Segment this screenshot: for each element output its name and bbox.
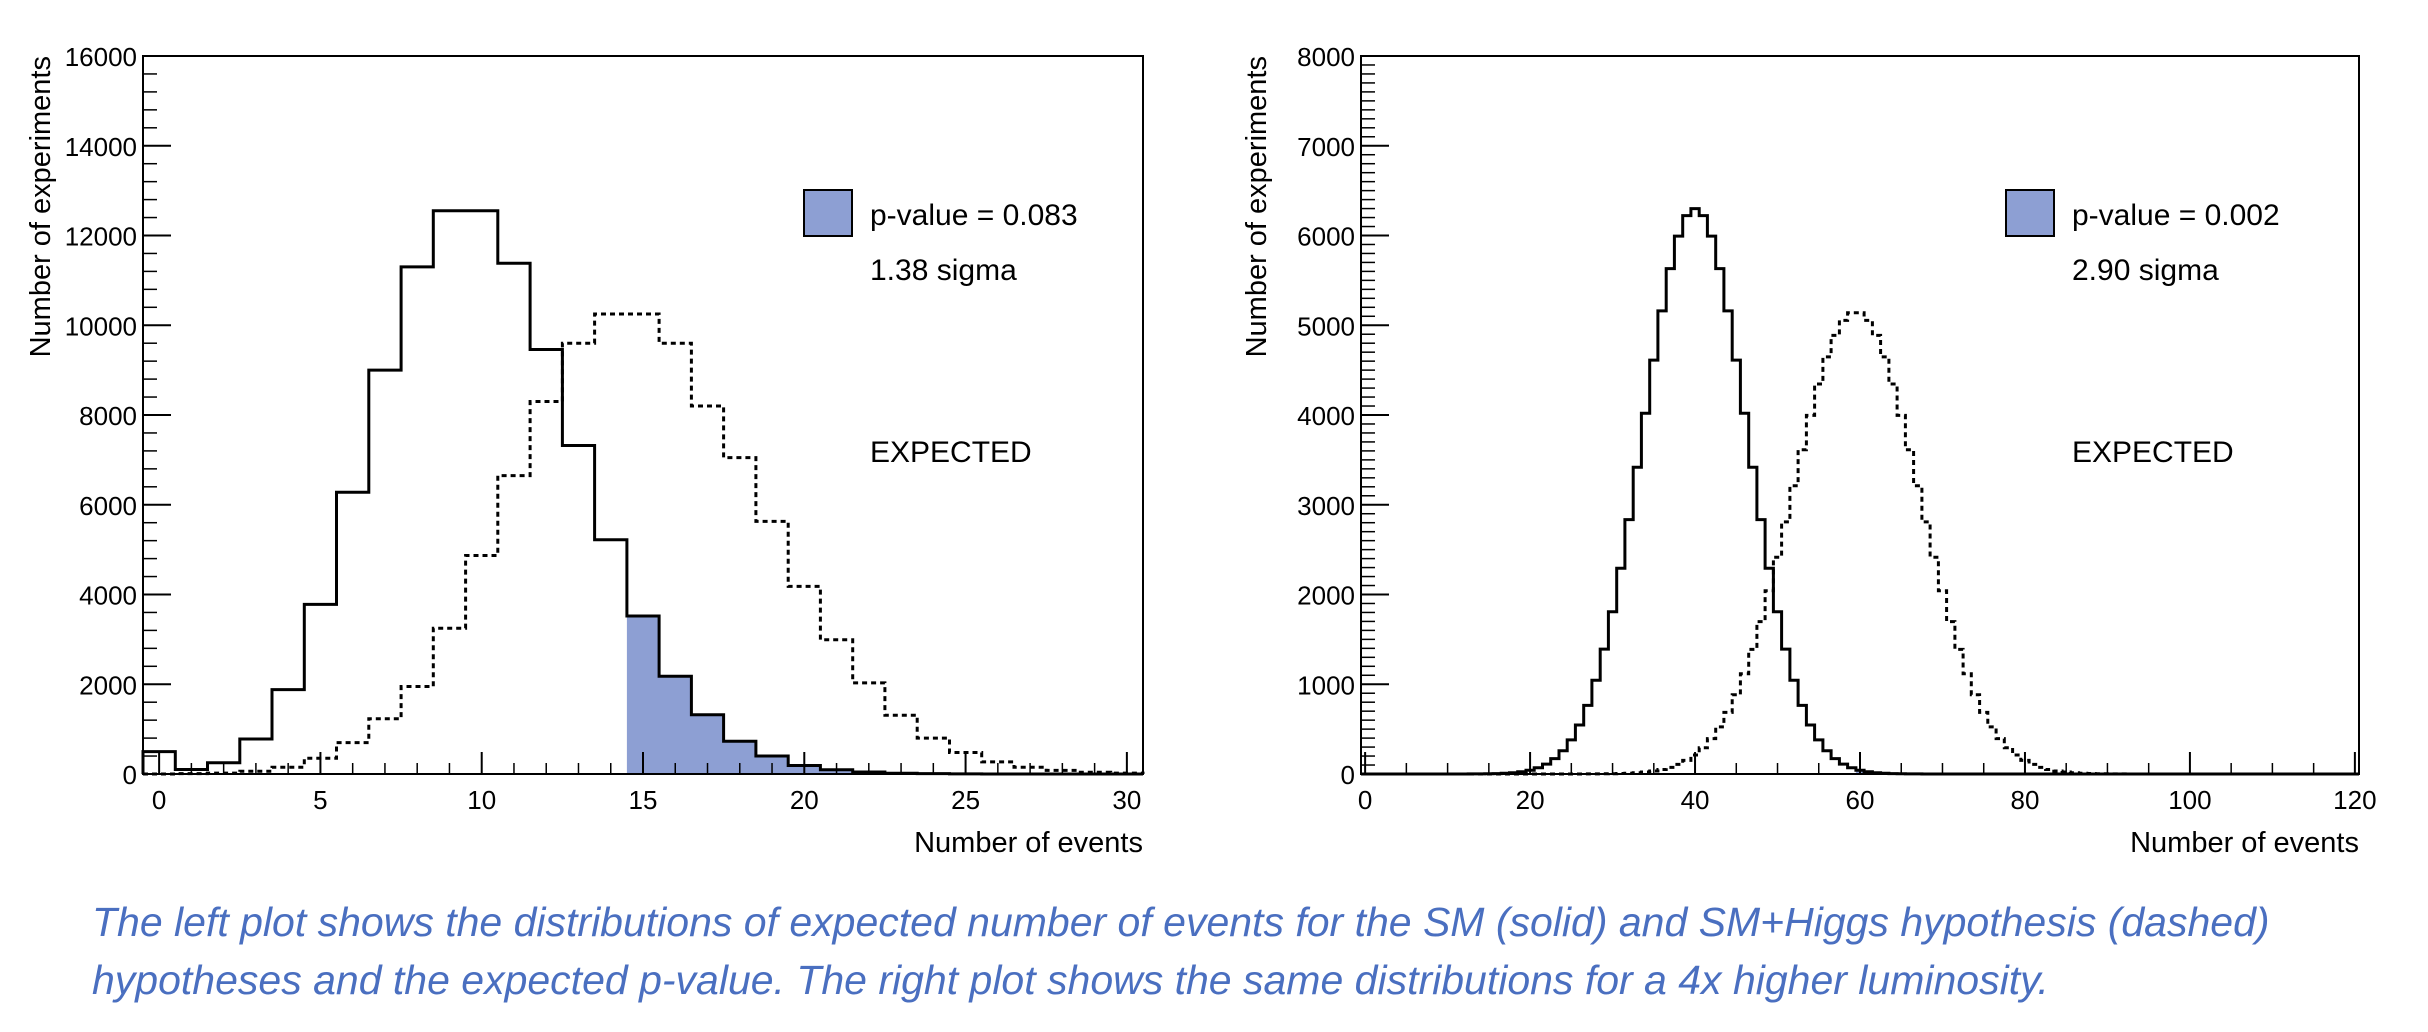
y-tick-label: 2000 [79, 670, 137, 700]
legend-sigma-label: 1.38 sigma [870, 254, 1017, 287]
x-tick-label: 0 [1358, 785, 1372, 815]
expected-annotation: EXPECTED [870, 436, 1032, 469]
y-axis-label: Number of experiments [25, 56, 57, 357]
caption-line-1: The left plot shows the distributions of… [92, 899, 2270, 945]
y-tick-label: 8000 [79, 401, 137, 431]
x-axis-label: Number of events [914, 827, 1143, 859]
y-tick-label: 12000 [65, 222, 137, 252]
y-tick-label: 7000 [1297, 132, 1355, 162]
y-tick-label: 0 [123, 760, 137, 790]
legend-pvalue-label: p-value = 0.002 [2072, 199, 2280, 232]
x-tick-label: 25 [951, 785, 980, 815]
x-tick-label: 30 [1112, 785, 1141, 815]
plot-frame [1360, 55, 2360, 775]
y-tick-label: 16000 [65, 42, 137, 72]
caption-line-2: hypotheses and the expected p-value. The… [92, 957, 2049, 1003]
x-tick-label: 0 [152, 785, 166, 815]
x-tick-label: 120 [2333, 785, 2376, 815]
x-tick-label: 80 [2010, 785, 2039, 815]
y-tick-label: 10000 [65, 311, 137, 341]
sm-higgs-histogram-line [1361, 311, 2359, 776]
sm-histogram-line [1361, 207, 2359, 776]
y-tick-label: 1000 [1297, 670, 1355, 700]
x-tick-label: 60 [1846, 785, 1875, 815]
sm-higgs-histogram-line [143, 312, 1145, 776]
y-tick-label: 8000 [1297, 42, 1355, 72]
x-tick-label: 20 [1516, 785, 1545, 815]
x-tick-label: 100 [2168, 785, 2211, 815]
y-tick-label: 6000 [1297, 222, 1355, 252]
x-tick-label: 10 [467, 785, 496, 815]
y-tick-label: 0 [1341, 760, 1355, 790]
x-axis-label: Number of events [2130, 827, 2359, 859]
x-tick-label: 5 [313, 785, 327, 815]
left-plot: 0 2000 4000 6000 8000 10000 12000 14000 16000 0 5 1… [25, 42, 1145, 859]
x-tick-label: 15 [629, 785, 658, 815]
y-tick-label: 6000 [79, 491, 137, 521]
legend-swatch [2005, 189, 2055, 237]
legend-swatch [803, 189, 853, 237]
expected-annotation: EXPECTED [2072, 436, 2234, 469]
legend-pvalue-label: p-value = 0.083 [870, 199, 1078, 232]
y-tick-label: 4000 [79, 581, 137, 611]
y-tick-label: 14000 [65, 132, 137, 162]
right-plot: 0 1000 2000 3000 4000 5000 6000 7000 8000 0 20 40 60… [1241, 42, 2377, 859]
y-tick-label: 5000 [1297, 311, 1355, 341]
y-tick-label: 3000 [1297, 491, 1355, 521]
x-tick-label: 40 [1681, 785, 1710, 815]
y-tick-label: 2000 [1297, 581, 1355, 611]
y-axis-label: Number of experiments [1241, 56, 1273, 357]
x-tick-label: 20 [790, 785, 819, 815]
legend-sigma-label: 2.90 sigma [2072, 254, 2219, 287]
shaded-pvalue-area [626, 616, 1014, 774]
y-tick-label: 4000 [1297, 401, 1355, 431]
figure-caption: The left plot shows the distributions of… [92, 893, 2412, 1009]
